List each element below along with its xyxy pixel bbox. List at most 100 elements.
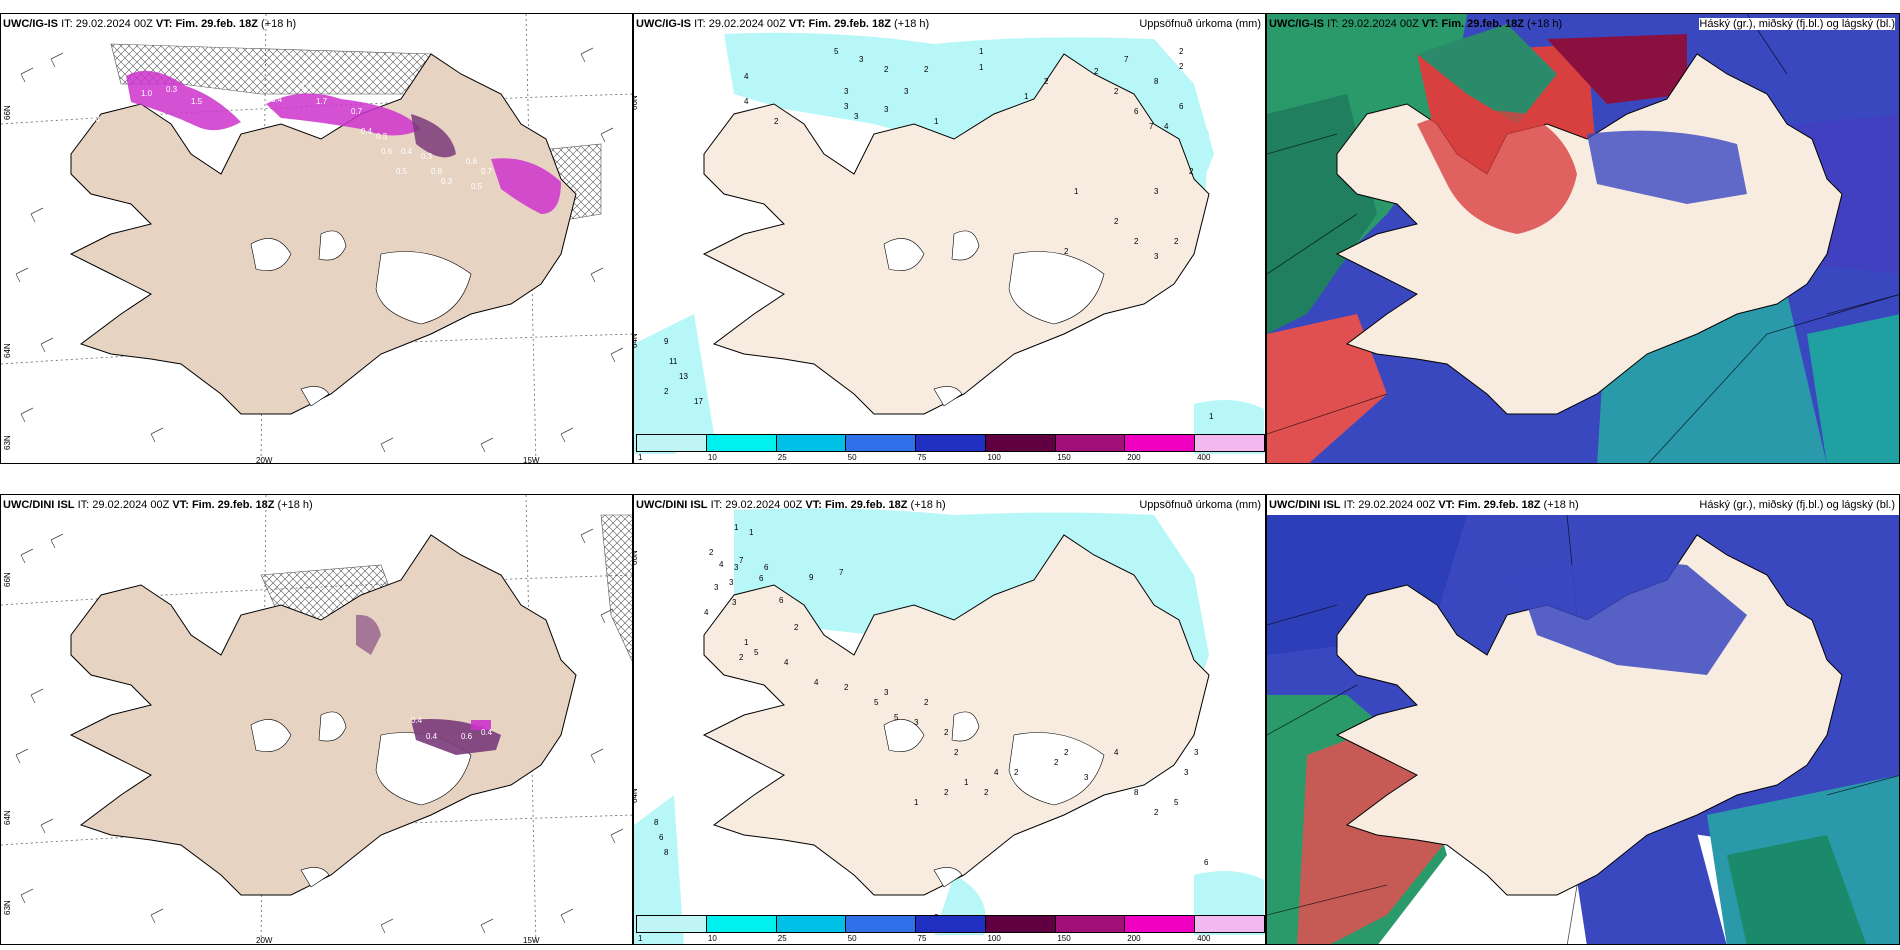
snow-value: 1.7 [316,97,328,106]
precip-value: 11 [669,357,678,366]
precip-value: 4 [744,72,749,81]
precip-value: 1 [734,523,739,532]
precip-value: 1 [934,117,939,126]
lat-label: 64N [3,343,12,358]
precip-value: 2 [1134,237,1139,246]
panel-title: UWC/DINI ISL IT: 29.02.2024 00Z VT: Fim.… [1269,499,1579,511]
precip-value: 3 [1084,773,1089,782]
colorbar-swatch [916,435,986,451]
precip-value: 1 [744,638,749,647]
precip-value: 8 [1154,77,1159,86]
precip-value: 6 [1179,102,1184,111]
colorbar-tick: 1 [638,453,643,462]
precip-value: 3 [884,688,889,697]
colorbar-swatch [1195,916,1265,932]
map-precip-1: 5323321433243112127282647262312232291113… [634,32,1264,454]
precip-value: 3 [729,578,734,587]
panel-wind-snow-1: 0.4 0.7 1.0 0.3 1.5 0.4 1.4 1.7 0.7 0.4 0.3 0.6 0.4 0… [0,13,633,464]
precip-value: 3 [734,563,739,572]
panel-precip-1: 5 3 2 3 3 2 1 4 3 3 2 4 3 1 1 2 1 2 7 2 8 2 6 4 7 2 6 2 3 1 2 2 3 2 2 9 11 13… [633,13,1266,464]
precip-value: 7 [839,568,844,577]
precip-value: 4 [744,97,749,106]
colorbar: 1 10 25 50 75 100 150 200 400 [636,915,1265,943]
precip-value: 3 [859,55,864,64]
panel-title: UWC/DINI ISL IT: 29.02.2024 00Z VT: Fim.… [3,499,313,511]
lon-label: 15W [523,456,540,464]
precip-value: 2 [1054,758,1059,767]
panel-cloud-2: UWC/DINI ISL IT: 29.02.2024 00Z VT: Fim.… [1266,494,1900,945]
precip-value: 3 [1154,187,1159,196]
snow-value: 0.4 [89,115,101,124]
lat-label: 66N [3,572,12,587]
map-wind-snow-1: 0.40.7 1.0 0.31.5 0.41.41.70.70.40.30.6 0.40… [1,14,632,463]
lat-label: 66N [3,105,12,120]
snow-value: 0.6 [466,157,478,166]
cloud-title: Háský (gr.), miðský (fj.bl.) og lágský (… [1699,18,1895,30]
precip-values: 5323321433243112127282647262312232291113… [664,47,1214,421]
colorbar-swatch [706,916,777,932]
lat-label: 63N [3,900,12,915]
colorbar-tick: 400 [1197,934,1211,943]
precip-value: 1 [964,778,969,787]
precip-value: 4 [814,678,819,687]
precip-value: 3 [844,87,849,96]
colorbar-tick: 150 [1057,934,1071,943]
precip-value: 2 [1179,47,1184,56]
snow-value: 0.4 [271,95,283,104]
panel-cloud-1: UWC/IG-IS IT: 29.02.2024 00Z VT: Fim. 29… [1266,13,1900,464]
precip-value: 3 [844,102,849,111]
precip-value: 6 [659,833,664,842]
colorbar-tick: 100 [987,934,1001,943]
snow-value: 0.5 [396,167,408,176]
snow-value: 1.0 [141,89,153,98]
precip-value: 2 [1114,217,1119,226]
precip-value: 6 [764,563,769,572]
precip-value: 7 [1124,55,1129,64]
lat-label: 63N [3,435,12,450]
precip-value: 6 [779,596,784,605]
precip-value: 6 [759,574,764,583]
precip-value: 3 [904,87,909,96]
snow-value: 0.6 [381,147,393,156]
precip-value: 2 [944,728,949,737]
colorbar-tick: 100 [987,453,1001,462]
precip-value: 4 [1114,748,1119,757]
precip-value: 2 [1094,67,1099,76]
lat-label: 64N [3,810,12,825]
precip-value: 1 [1074,187,1079,196]
precip-value: 3 [884,105,889,114]
snow-value: 0.7 [481,167,493,176]
precip-value: 1 [979,47,984,56]
lat-label: 66N [633,95,639,110]
colorbar-tick: 25 [777,453,787,462]
precip-value: 2 [774,117,779,126]
precip-value: 9 [664,337,669,346]
precip-value: 2 [1064,247,1069,256]
precip-value: 2 [664,387,669,396]
precip-value: 4 [784,658,789,667]
precip-value: 8 [1134,788,1139,797]
precip-value: 9 [809,573,814,582]
precip-value: 3 [1194,748,1199,757]
snow-value: 0.4 [426,732,438,741]
precip-value: 2 [739,653,744,662]
colorbar-tick: 25 [777,934,787,943]
precip-value: 2 [1189,167,1194,176]
colorbar-swatch [1055,435,1126,451]
precip-value: 3 [914,718,919,727]
colorbar-tick: 10 [707,934,717,943]
snow-value: 1.5 [191,97,203,106]
precip-value: 6 [1204,858,1209,867]
snow-value: 0.4 [361,127,373,136]
colorbar-tick: 400 [1197,453,1211,462]
panel-title: UWC/DINI ISL IT: 29.02.2024 00Z VT: Fim.… [636,499,946,511]
snow-value: 0.6 [461,732,473,741]
precip-value: 2 [1174,237,1179,246]
colorbar-swatch [776,916,847,932]
precip-value: 2 [954,748,959,757]
map-wind-snow-2: 0.40.4 0.6 0.4 [1,495,632,944]
panel-title: UWC/IG-IS IT: 29.02.2024 00Z VT: Fim. 29… [636,18,930,30]
precip-value: 5 [894,713,899,722]
precip-value: 17 [694,397,703,406]
